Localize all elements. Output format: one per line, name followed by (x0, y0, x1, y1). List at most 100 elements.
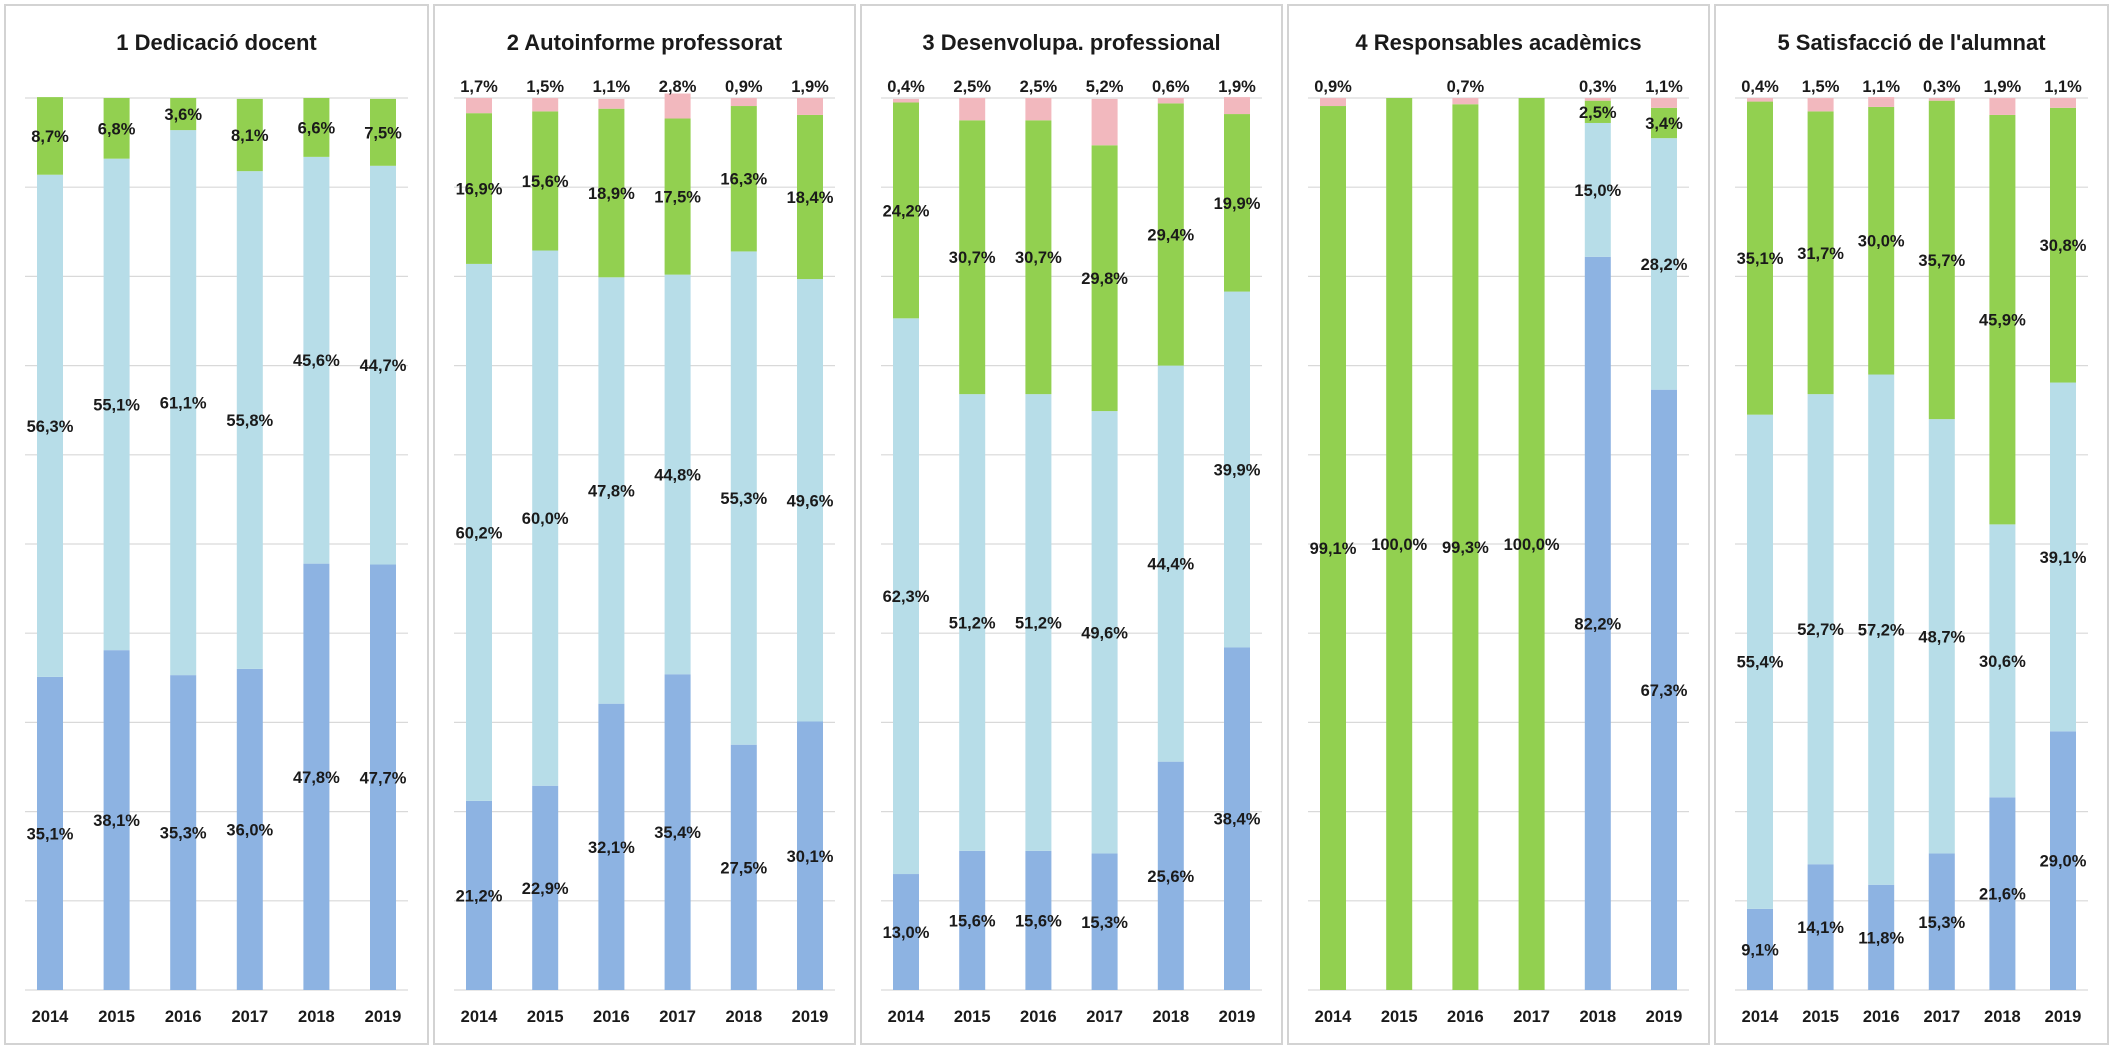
bar-segment-green (1989, 114, 2016, 525)
x-tick-label: 2017 (659, 1008, 696, 1026)
bar-segment-dark-blue (893, 874, 919, 990)
x-tick-label: 2017 (231, 1008, 268, 1026)
x-tick-label: 2016 (1447, 1008, 1484, 1026)
bar-segment-dark-blue (236, 668, 263, 990)
bar-segment-pink (797, 98, 823, 115)
bar-segment-green (730, 106, 757, 252)
data-label: 0,3% (1923, 78, 1961, 96)
data-label: 30,0% (1858, 233, 1905, 251)
bar-segment-dark-blue (170, 675, 197, 990)
gridlines (454, 97, 835, 991)
bar-segment-green (1747, 101, 1773, 415)
chart-panel-3: 3 Desenvolupa. professional 2014 13,0% 62,3… (860, 4, 1283, 1045)
x-tick-label: 2015 (1802, 1008, 1839, 1026)
bar-segment-light-blue (1157, 365, 1184, 762)
data-label: 44,7% (360, 357, 407, 375)
data-label: 1,5% (1802, 78, 1840, 96)
data-label: 17,5% (654, 189, 701, 207)
data-label: 3,4% (1645, 115, 1683, 133)
bar-segment-dark-blue (370, 564, 396, 990)
bar-segment-light-blue (1989, 524, 2016, 798)
data-label: 61,1% (160, 395, 207, 413)
bar-segment-light-blue (1651, 138, 1677, 390)
data-label: 99,1% (1310, 540, 1357, 558)
data-label: 48,7% (1918, 628, 1965, 646)
bar-segment-dark-blue (1989, 797, 2016, 990)
bar-segment-green (797, 114, 823, 280)
x-tick-label: 2014 (1315, 1008, 1353, 1026)
bar-segment-light-blue (664, 274, 691, 675)
data-label: 3,6% (164, 106, 202, 124)
data-label: 9,1% (1741, 941, 1779, 959)
bar-segment-light-blue (1091, 411, 1118, 854)
bar-segment-light-blue (730, 251, 757, 745)
bar-segment-pink (1807, 98, 1834, 112)
data-label: 6,6% (298, 119, 336, 137)
bar-segment-dark-blue (1651, 389, 1677, 991)
bar-segment-green (1584, 100, 1611, 123)
data-label: 15,3% (1918, 914, 1965, 932)
bar-segment-dark-blue (730, 744, 757, 990)
data-label: 14,1% (1797, 919, 1844, 937)
bar-segment-pink (1989, 98, 2016, 115)
data-label: 15,3% (1081, 914, 1128, 932)
bar-segment-light-blue (370, 165, 396, 565)
x-tick-label: 2014 (461, 1008, 499, 1026)
bar-segment-green (370, 98, 396, 166)
bar-segment-light-blue (236, 171, 263, 669)
data-label: 67,3% (1641, 682, 1688, 700)
bar-segment-green (1025, 120, 1052, 395)
bar-segment-dark-blue (1747, 908, 1773, 990)
bar-segment-dark-blue (797, 721, 823, 990)
chart-panel-2: 2 Autoinforme professorat 2014 21,2% 60,2% 1… (433, 4, 856, 1045)
bar-segment-dark-blue (598, 703, 625, 990)
data-label: 18,9% (588, 185, 635, 203)
panel-frame (860, 4, 1283, 1045)
bar-segment-green (236, 98, 263, 172)
bar-segment-light-blue (1807, 394, 1834, 865)
data-label: 38,1% (93, 812, 140, 830)
data-label: 15,6% (1015, 912, 1062, 930)
chart-panel-4: 4 Responsables acadèmics 2014 99,1% 0,9% 201… (1287, 4, 1710, 1045)
data-label: 55,1% (93, 396, 140, 414)
x-tick-label: 2018 (1984, 1008, 2021, 1026)
data-label: 18,4% (787, 189, 834, 207)
data-label: 28,2% (1641, 256, 1688, 274)
data-label: 29,0% (2040, 853, 2087, 871)
data-label: 0,6% (1152, 78, 1190, 96)
data-label: 35,1% (27, 825, 74, 843)
x-tick-label: 2016 (1020, 1008, 1057, 1026)
bar-segment-dark-blue (37, 676, 63, 990)
data-label: 6,8% (98, 120, 136, 138)
data-label: 51,2% (949, 614, 996, 632)
bar-segment-pink (1320, 98, 1346, 107)
data-label: 57,2% (1858, 622, 1905, 640)
bar-segment-dark-blue (303, 563, 330, 990)
data-label: 1,5% (526, 78, 564, 96)
x-tick-label: 2019 (1646, 1008, 1683, 1026)
data-label: 47,8% (293, 769, 340, 787)
bar-segment-pink (1747, 98, 1773, 102)
chart-panel-1: 1 Dedicació docent 2014 35,1% 56,3% 8,7% 2015… (4, 4, 429, 1045)
bar-segment-dark-blue (1157, 761, 1184, 990)
data-label: 5,2% (1086, 78, 1124, 96)
data-label: 16,9% (456, 181, 503, 199)
data-label: 60,2% (456, 524, 503, 542)
data-label: 55,3% (720, 490, 767, 508)
data-label: 36,0% (226, 821, 273, 839)
data-label: 56,3% (27, 418, 74, 436)
data-label: 13,0% (883, 924, 930, 942)
data-label: 2,5% (1579, 104, 1617, 122)
bar-segment-pink (2050, 98, 2076, 108)
bar-segment-green (103, 98, 130, 159)
bar-segment-green (664, 118, 691, 275)
data-label: 0,3% (1579, 78, 1617, 96)
x-tick-label: 2019 (365, 1008, 402, 1026)
data-label: 47,7% (360, 769, 407, 787)
bar-segment-light-blue (1025, 394, 1052, 851)
data-label: 39,9% (1214, 462, 1261, 480)
data-label: 35,7% (1918, 252, 1965, 270)
bar-segment-light-blue (598, 277, 625, 704)
